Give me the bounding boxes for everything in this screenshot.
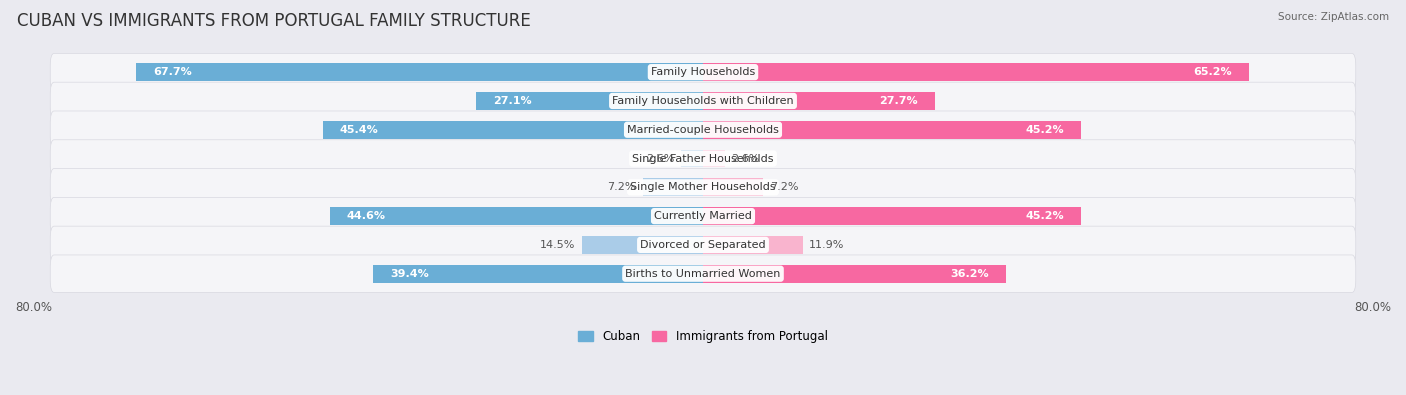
FancyBboxPatch shape xyxy=(51,140,1355,177)
Text: Divorced or Separated: Divorced or Separated xyxy=(640,240,766,250)
FancyBboxPatch shape xyxy=(51,53,1355,91)
Bar xyxy=(477,92,703,110)
Text: Currently Married: Currently Married xyxy=(654,211,752,221)
Text: 27.7%: 27.7% xyxy=(879,96,918,106)
Bar xyxy=(703,92,935,110)
Legend: Cuban, Immigrants from Portugal: Cuban, Immigrants from Portugal xyxy=(578,330,828,343)
Bar xyxy=(373,265,703,282)
FancyBboxPatch shape xyxy=(51,255,1355,292)
Text: 45.4%: 45.4% xyxy=(340,125,378,135)
Text: 7.2%: 7.2% xyxy=(770,182,799,192)
Bar xyxy=(643,179,703,196)
Text: Family Households with Children: Family Households with Children xyxy=(612,96,794,106)
Text: 44.6%: 44.6% xyxy=(346,211,385,221)
Text: 65.2%: 65.2% xyxy=(1194,67,1232,77)
Bar xyxy=(682,150,703,167)
Bar xyxy=(703,265,1005,282)
Text: 27.1%: 27.1% xyxy=(494,96,531,106)
Text: 45.2%: 45.2% xyxy=(1026,125,1064,135)
Text: 2.6%: 2.6% xyxy=(731,154,759,164)
Text: 67.7%: 67.7% xyxy=(153,67,193,77)
FancyBboxPatch shape xyxy=(51,198,1355,235)
Text: Married-couple Households: Married-couple Households xyxy=(627,125,779,135)
Text: 7.2%: 7.2% xyxy=(607,182,636,192)
Bar xyxy=(703,63,1249,81)
FancyBboxPatch shape xyxy=(51,226,1355,263)
Bar xyxy=(703,150,724,167)
FancyBboxPatch shape xyxy=(51,82,1355,120)
Text: 14.5%: 14.5% xyxy=(540,240,575,250)
Text: 2.6%: 2.6% xyxy=(647,154,675,164)
Text: Single Father Households: Single Father Households xyxy=(633,154,773,164)
Text: Single Mother Households: Single Mother Households xyxy=(630,182,776,192)
Bar xyxy=(136,63,703,81)
Bar xyxy=(703,236,803,254)
Text: 39.4%: 39.4% xyxy=(389,269,429,279)
Bar xyxy=(582,236,703,254)
Text: 11.9%: 11.9% xyxy=(810,240,845,250)
Bar xyxy=(703,121,1081,139)
Text: Births to Unmarried Women: Births to Unmarried Women xyxy=(626,269,780,279)
FancyBboxPatch shape xyxy=(51,111,1355,149)
FancyBboxPatch shape xyxy=(51,169,1355,206)
Bar xyxy=(323,121,703,139)
Bar xyxy=(703,179,763,196)
Text: 36.2%: 36.2% xyxy=(950,269,990,279)
Text: CUBAN VS IMMIGRANTS FROM PORTUGAL FAMILY STRUCTURE: CUBAN VS IMMIGRANTS FROM PORTUGAL FAMILY… xyxy=(17,12,530,30)
Text: 45.2%: 45.2% xyxy=(1026,211,1064,221)
Bar xyxy=(330,207,703,225)
Text: Family Households: Family Households xyxy=(651,67,755,77)
Text: Source: ZipAtlas.com: Source: ZipAtlas.com xyxy=(1278,12,1389,22)
Bar xyxy=(703,207,1081,225)
